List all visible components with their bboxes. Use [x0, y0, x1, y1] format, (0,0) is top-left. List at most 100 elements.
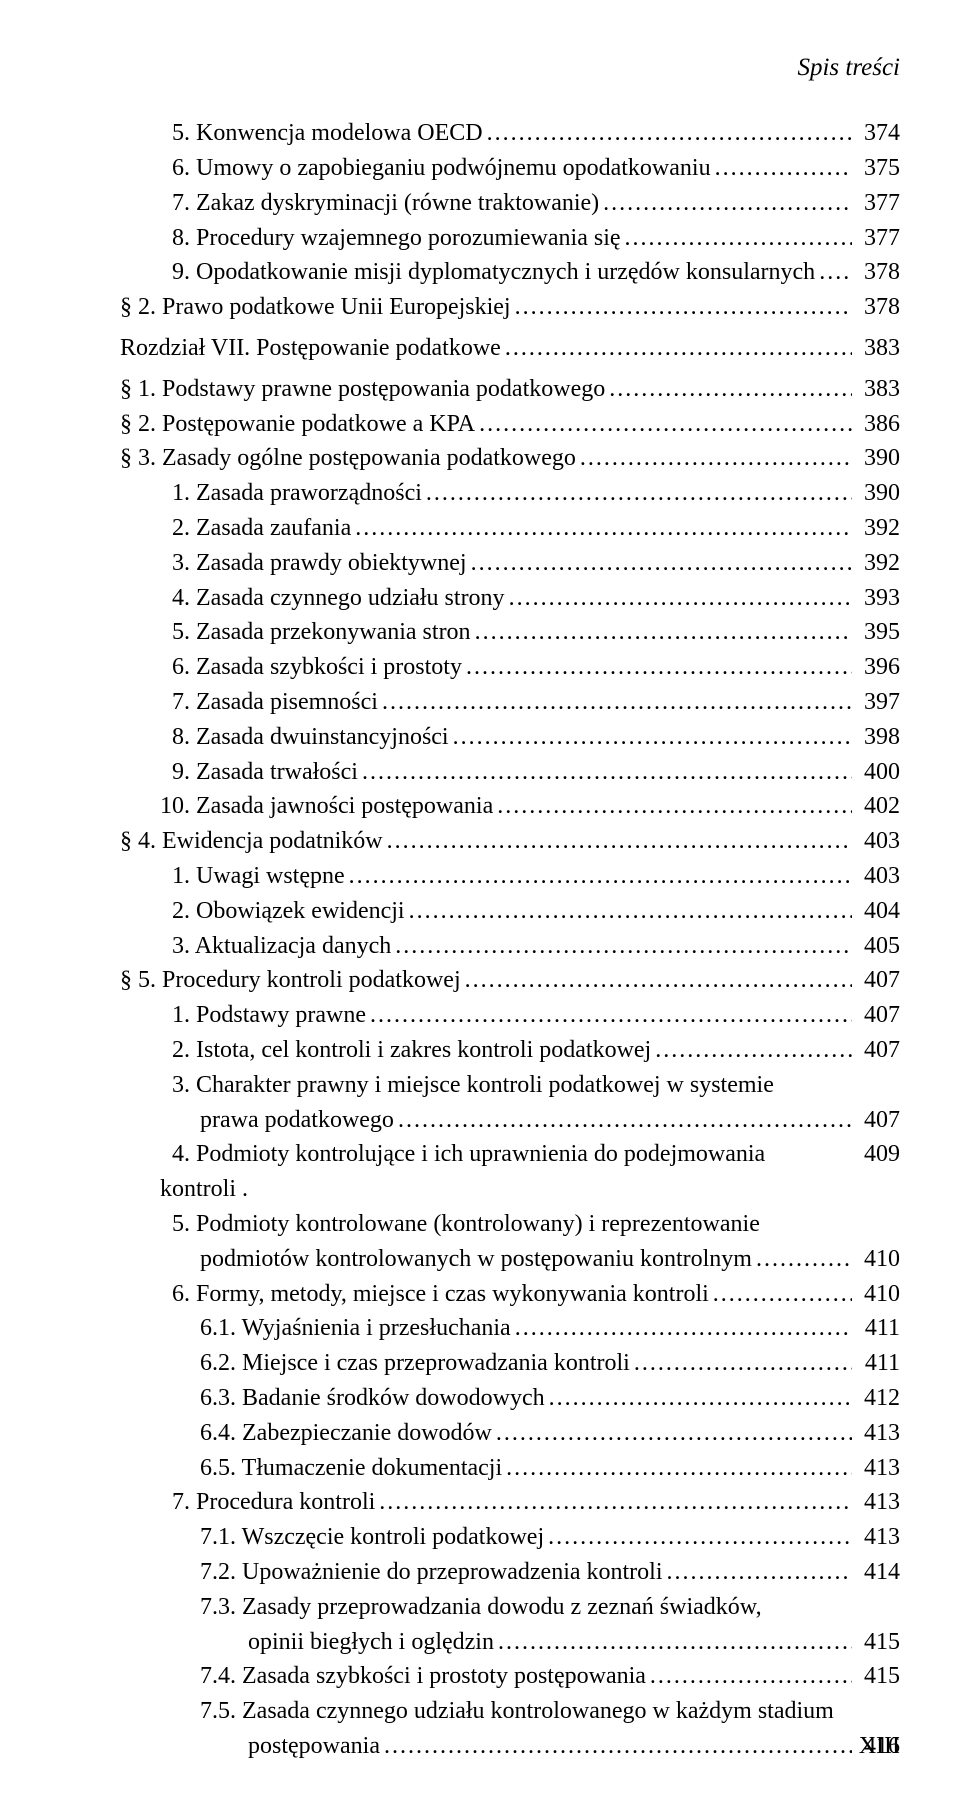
toc-entry-number: § 2.	[120, 411, 162, 437]
toc-leader-dots: ........................................…	[493, 789, 852, 824]
toc-entry: 6. Formy, metody, miejsce i czas wykonyw…	[120, 1277, 900, 1312]
toc-entry-title: Obowiązek ewidencji	[196, 898, 405, 924]
toc-leader-dots: ........................................…	[511, 290, 852, 325]
toc-entry-text: § 5. Procedury kontroli podatkowej	[120, 963, 461, 998]
toc-entry-wrap: prawa podatkowego.......................…	[120, 1103, 900, 1138]
toc-page-number: 377	[852, 221, 900, 256]
toc-entry-number: 4.	[160, 585, 196, 611]
toc-entry: 9. Zasada trwałości.....................…	[120, 755, 900, 790]
toc-leader-dots: ........................................…	[358, 755, 852, 790]
toc-entry-number: 3.	[160, 550, 196, 576]
toc-leader-dots: ........................................…	[501, 331, 852, 366]
toc-leader-dots: ........................................…	[378, 685, 852, 720]
toc-page-number: 403	[852, 859, 900, 894]
toc-page-number: 378	[852, 290, 900, 325]
toc-entry-text: 5. Zasada przekonywania stron	[160, 615, 471, 650]
toc-leader-dots: ........................................…	[391, 929, 852, 964]
toc-entry-number: 7.3.	[200, 1594, 242, 1620]
toc-entry-title: Zasada szybkości i prostoty	[196, 654, 462, 680]
toc-entry-number: 2.	[160, 515, 196, 541]
toc-entry-text: 6. Umowy o zapobieganiu podwójnemu opoda…	[160, 151, 711, 186]
toc-entry: 4. Podmioty kontrolujące i ich uprawnien…	[120, 1137, 900, 1207]
toc-page-number: 398	[852, 720, 900, 755]
toc-entry-number: 4.	[160, 1141, 196, 1167]
toc-leader-dots: ........................................…	[502, 1451, 852, 1486]
toc-leader-dots: ........................................…	[483, 116, 852, 151]
toc-page-number: 410	[852, 1242, 900, 1277]
toc-entry-number: 7.	[160, 190, 196, 216]
toc-entry-title: Zasada prawdy obiektywnej	[196, 550, 467, 576]
toc-entry-title: Tłumaczenie dokumentacji	[242, 1455, 503, 1481]
toc-entry-text: § 2. Postępowanie podatkowe a KPA	[120, 407, 475, 442]
toc-page-number: 407	[852, 963, 900, 998]
toc-entry-number: 6.	[160, 155, 196, 181]
toc-leader-dots: ........................................…	[599, 186, 852, 221]
toc-entry-number: 5.	[160, 120, 196, 146]
toc-page-number: 407	[852, 1033, 900, 1068]
toc-entry-text: 1. Uwagi wstępne	[160, 859, 345, 894]
toc-page-number: 397	[852, 685, 900, 720]
table-of-contents: 5. Konwencja modelowa OECD..............…	[120, 116, 900, 1763]
toc-page-number: 383	[852, 331, 900, 366]
toc-page-number: 411	[852, 1346, 900, 1381]
toc-entry-number: § 3.	[120, 445, 162, 471]
toc-entry: 1. Zasada praworządności................…	[120, 476, 900, 511]
toc-entry-title: Zasada zaufania	[196, 515, 351, 541]
toc-page-number: 374	[852, 116, 900, 151]
toc-entry-number: 8.	[160, 225, 196, 251]
toc-entry-text: 4. Podmioty kontrolujące i ich uprawnien…	[160, 1137, 844, 1207]
toc-page-number: 404	[852, 894, 900, 929]
toc-entry-text: 6.2. Miejsce i czas przeprowadzania kont…	[200, 1346, 630, 1381]
toc-page-number: 393	[852, 581, 900, 616]
toc-entry-title: Podmioty kontrolujące i ich uprawnienia …	[160, 1141, 765, 1202]
toc-entry-number: 6.	[160, 1281, 196, 1307]
toc-entry-title: Charakter prawny i miejsce kontroli poda…	[196, 1072, 774, 1098]
toc-leader-dots: ........................................…	[815, 255, 852, 290]
toc-page-number: 383	[852, 372, 900, 407]
toc-entry: 7. Zakaz dyskryminacji (równe traktowani…	[120, 186, 900, 221]
toc-entry-text: 10. Zasada jawności postępowania	[160, 789, 493, 824]
toc-entry-number: 1.	[160, 480, 196, 506]
toc-entry-text: 8. Procedury wzajemnego porozumiewania s…	[160, 221, 621, 256]
toc-page-number: 415	[852, 1625, 900, 1660]
toc-entry-number: 5.	[160, 1211, 196, 1237]
toc-entry-text: 1. Podstawy prawne	[160, 998, 366, 1033]
toc-entry-title: Formy, metody, miejsce i czas wykonywani…	[196, 1281, 709, 1307]
toc-entry-text: 7.4. Zasada szybkości i prostoty postępo…	[200, 1659, 646, 1694]
toc-entry: 6.4. Zabezpieczanie dowodów.............…	[120, 1416, 900, 1451]
toc-entry-title: Zasada jawności postępowania	[196, 793, 493, 819]
toc-entry-number: § 4.	[120, 828, 162, 854]
toc-entry-number: 6.1.	[200, 1315, 242, 1341]
toc-entry: 6. Umowy o zapobieganiu podwójnemu opoda…	[120, 151, 900, 186]
toc-entry-title: Aktualizacja danych	[195, 933, 392, 959]
toc-leader-dots: ........................................…	[405, 894, 852, 929]
toc-entry-wrap-text: opinii biegłych i oględzin	[248, 1625, 494, 1660]
toc-leader-dots: ........................................…	[621, 221, 852, 256]
toc-leader-dots: ........................................…	[351, 511, 852, 546]
toc-leader-dots: ........................................…	[752, 1242, 852, 1277]
toc-page-number: 413	[852, 1520, 900, 1555]
toc-entry-title: Wyjaśnienia i przesłuchania	[242, 1315, 511, 1341]
toc-entry-text: 3. Zasada prawdy obiektywnej	[160, 546, 467, 581]
toc-entry-number: 1.	[160, 863, 196, 889]
toc-page-number: 414	[852, 1555, 900, 1590]
toc-entry: 7.3. Zasady przeprowadzania dowodu z zez…	[120, 1590, 900, 1625]
toc-entry-title: Zabezpieczanie dowodów	[242, 1420, 492, 1446]
toc-leader-dots: ........................................…	[383, 824, 852, 859]
toc-leader-dots: ........................................…	[494, 1625, 852, 1660]
toc-entry-text: 3. Aktualizacja danych	[160, 929, 391, 964]
toc-leader-dots: ........................................…	[492, 1416, 852, 1451]
toc-entry: 6.1. Wyjaśnienia i przesłuchania........…	[120, 1311, 900, 1346]
toc-entry-wrap: podmiotów kontrolowanych w postępowaniu …	[120, 1242, 900, 1277]
toc-entry: 3. Charakter prawny i miejsce kontroli p…	[120, 1068, 900, 1103]
toc-entry: 6.3. Badanie środków dowodowych.........…	[120, 1381, 900, 1416]
toc-entry: § 3. Zasady ogólne postępowania podatkow…	[120, 441, 900, 476]
toc-page-number: 377	[852, 186, 900, 221]
toc-entry-title: Zasada czynnego udziału kontrolowanego w…	[242, 1698, 834, 1724]
toc-leader-dots: ........................................…	[366, 998, 852, 1033]
toc-entry: 10. Zasada jawności postępowania........…	[120, 789, 900, 824]
toc-entry-title: Zasady ogólne postępowania podatkowego	[162, 445, 576, 471]
toc-entry-title: Zasada praworządności	[196, 480, 422, 506]
toc-leader-dots: ........................................…	[475, 407, 852, 442]
toc-page-number: 415	[852, 1659, 900, 1694]
